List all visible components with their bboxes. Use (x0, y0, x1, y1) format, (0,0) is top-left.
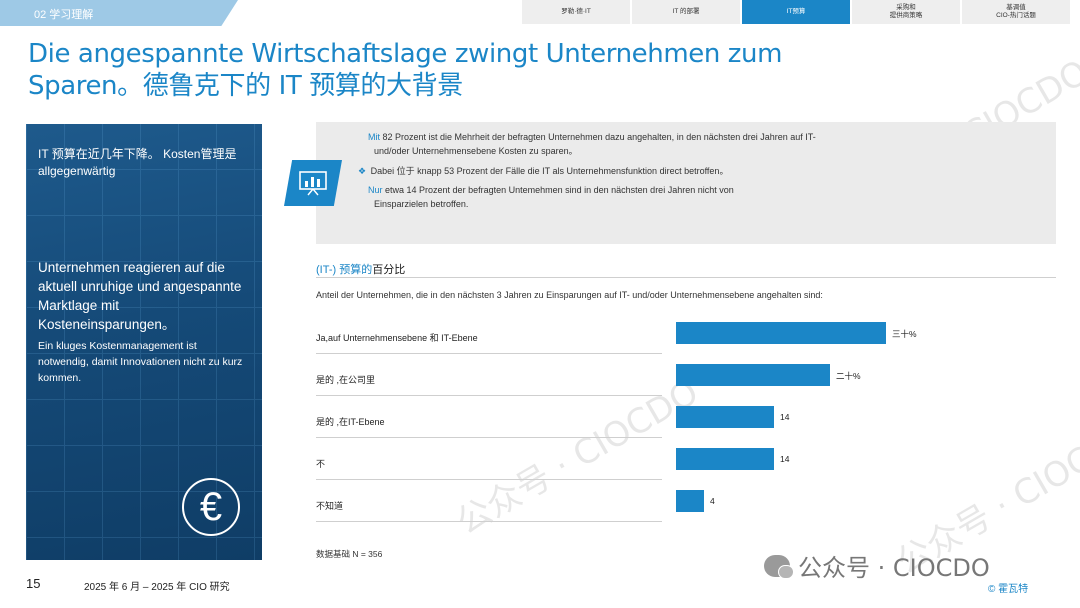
info-line: Mit 82 Prozent ist die Mehrheit der befr… (368, 130, 816, 144)
row-divider (316, 437, 662, 438)
bar (676, 406, 774, 428)
info-highlight: Mit (368, 132, 380, 142)
chart-header: (IT-) 预算的百分比 (316, 256, 1056, 278)
watermark: 公众号 · CIOCDO (449, 372, 706, 543)
presentation-chart-icon (284, 160, 342, 206)
bar-value-label: 三十% (892, 329, 917, 339)
bar-value-label: 14 (780, 454, 790, 464)
bar-value-label: 4 (710, 496, 715, 506)
brand-badge: 公众号 · CIOCDO (764, 548, 990, 583)
info-line: Einsparzielen betroffen. (374, 197, 468, 211)
info-text: etwa 14 Prozent der befragten Untemehmen… (382, 185, 734, 195)
tab-procurement[interactable]: 采购和 提供商策略 (852, 0, 960, 24)
bar-value-label: 14 (780, 412, 790, 422)
panel-main-text: Unternehmen reagieren auf die aktuell un… (38, 260, 242, 332)
info-line: ❖ Dabei 位于 knapp 53 Prozent der Fälle di… (358, 164, 728, 178)
bar (676, 364, 830, 386)
chart-subtitle: Anteil der Unternehmen, die in den nächs… (316, 290, 823, 300)
info-highlight: Nur (368, 185, 383, 195)
row-divider (316, 521, 662, 522)
data-base-note: 数据基础 N = 356 (316, 549, 383, 559)
category-label: 不知道 (316, 501, 344, 511)
tab-it-deployment[interactable]: IT 的部署 (632, 0, 740, 24)
footer-text: 2025 年 6 月 – 2025 年 CIO 研究 (84, 582, 230, 593)
section-label: 02 学习理解 (34, 9, 94, 21)
row-divider (316, 353, 662, 354)
info-text: 82 Prozent ist die Mehrheit der befragte… (380, 132, 816, 142)
tab-cio-topics[interactable]: 基调值 CIO-热门话题 (962, 0, 1070, 24)
info-box (316, 122, 1056, 244)
info-line: und/oder Unternehmensebene Kosten zu spa… (374, 144, 578, 158)
chart-title-suffix: 百分比 (372, 264, 406, 276)
category-label: 是的 ,在IT-Ebene (316, 417, 385, 427)
page-number: 15 (26, 576, 41, 591)
tab-it-budget[interactable]: IT预算 (742, 0, 850, 24)
summary-panel: IT 预算在近几年下降。 Kosten管理是allgegenwärtig Unt… (26, 124, 262, 560)
bar-value-label: 二十% (836, 371, 861, 381)
row-divider (316, 395, 662, 396)
info-text: Dabei 位于 knapp 53 Prozent der Fälle die … (368, 166, 729, 176)
bar (676, 322, 886, 344)
wechat-icon (764, 554, 794, 579)
chart-title-prefix: (IT-) 预算的 (316, 264, 373, 276)
info-line: Nur etwa 14 Prozent der befragten Unteme… (368, 183, 734, 197)
category-label: 是的 ,在公司里 (316, 375, 376, 385)
row-divider (316, 479, 662, 480)
copyright: © 霍瓦特 (988, 584, 1029, 595)
bullet-diamond-icon: ❖ (358, 166, 367, 176)
tab-role-of-it[interactable]: 罗勒·德·IT (522, 0, 630, 24)
brand-text: 公众号 · CIOCDO (798, 554, 990, 582)
chart-title: (IT-) 预算的百分比 (316, 261, 405, 277)
euro-icon: € (182, 478, 240, 536)
info-text: Einsparzielen betroffen. (374, 199, 469, 209)
info-text: und/oder Unternehmensebene Kosten zu spa… (374, 146, 578, 156)
panel-heading: IT 预算在近几年下降。 Kosten管理是allgegenwärtig (38, 147, 237, 178)
category-label: 不 (316, 459, 326, 469)
section-tab: 02 学习理解 (0, 0, 238, 26)
nav-tabs: 罗勒·德·IT IT 的部署 IT预算 采购和 提供商策略 基调值 CIO-热门… (520, 0, 1070, 24)
bar (676, 490, 704, 512)
page-title: Die angespannte Wirtschaftslage zwingt U… (28, 39, 783, 101)
category-label: Ja,auf Unternehmensebene 和 IT-Ebene (316, 333, 478, 343)
panel-sub-text: Ein kluges Kostenmanagement ist notwendi… (38, 340, 243, 384)
bar (676, 448, 774, 470)
